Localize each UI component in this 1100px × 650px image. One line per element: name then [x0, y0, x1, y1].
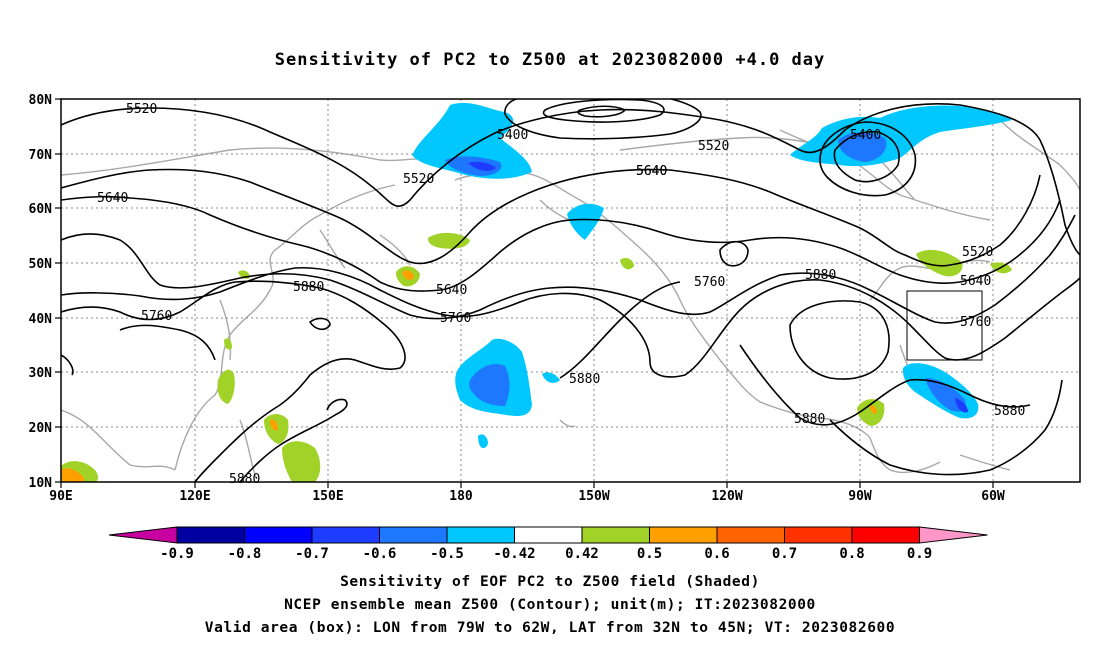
contour-label: 5640 — [636, 164, 667, 179]
colorbar-label: 0.42 — [565, 546, 599, 562]
contour-label: 5640 — [636, 164, 667, 179]
colorbar-label: 0.8 — [839, 546, 864, 562]
colorbar-label: -0.6 — [363, 546, 397, 562]
lon-label: 90W — [848, 489, 872, 504]
shade-arctic-pacific-deep — [468, 161, 496, 171]
contour-label: 5880 — [994, 404, 1025, 419]
contour-label: 5640 — [97, 191, 128, 206]
valid-area-box — [906, 290, 983, 361]
contour-labels: 5520 5400 5520 5640 5520 5400 5520 5640 … — [97, 102, 1025, 487]
lon-label: 120W — [711, 489, 742, 504]
lon-label: 120E — [179, 489, 210, 504]
contour-label: 5880 — [229, 472, 260, 487]
colorbar-label: -0.5 — [430, 546, 464, 562]
shade-asia-green-1 — [217, 369, 235, 404]
colorbar-label: -0.7 — [295, 546, 329, 562]
contour-label: 5640 — [436, 283, 467, 298]
lon-label: 180 — [449, 489, 473, 504]
lat-label: 30N — [29, 366, 53, 381]
lat-label: 10N — [29, 476, 53, 491]
lat-label: 60N — [29, 202, 53, 217]
lon-label: 150W — [578, 489, 609, 504]
shade-alaska — [567, 203, 604, 240]
colorbar-swatch — [379, 526, 448, 544]
contour-label: 5760 — [694, 275, 725, 290]
colorbar-label: 0.6 — [704, 546, 729, 562]
caption-line-3: Valid area (box): LON from 79W to 62W, L… — [204, 620, 896, 636]
shade-gulf-atlantic-deep — [955, 398, 968, 413]
contour-label: 5520 — [126, 102, 157, 117]
lat-label: 50N — [29, 257, 53, 272]
contour-label: 5520 — [698, 139, 729, 154]
colorbar-swatch — [176, 526, 245, 544]
lon-label: 60W — [981, 489, 1005, 504]
colorbar-label: 0.7 — [772, 546, 797, 562]
colorbar: -0.9 -0.8 -0.7 -0.6 -0.5 -0.42 0.42 0.5 0.6 0.7 0.… — [108, 526, 988, 562]
latitude-labels: 80N 70N 60N 50N 40N 30N 20N 10N — [29, 93, 53, 491]
colorbar-label: 0.9 — [907, 546, 932, 562]
lat-label: 20N — [29, 421, 53, 436]
caption-line-2: NCEP ensemble mean Z500 (Contour); unit(… — [284, 597, 816, 613]
colorbar-swatch — [514, 526, 583, 544]
contour-label: 5640 — [960, 274, 991, 289]
contour-label: 5400 — [497, 128, 528, 143]
colorbar-swatch — [784, 526, 853, 544]
colorbar-swatch — [716, 526, 785, 544]
shade-gulf-green — [857, 399, 885, 426]
colorbar-label: -0.9 — [160, 546, 194, 562]
shade-labrador-green — [916, 249, 963, 277]
contour-label: 5760 — [960, 315, 991, 330]
shade-central-pacific-speck — [478, 434, 488, 449]
colorbar-label: 0.5 — [637, 546, 662, 562]
lon-label: 90E — [49, 489, 72, 504]
shade-central-pacific-core — [469, 363, 510, 406]
shade-asia-orange — [270, 419, 278, 431]
shade-central-pacific-dot — [542, 372, 560, 383]
colorbar-swatch — [851, 526, 920, 544]
contour-label: 5760 — [440, 311, 471, 326]
colorbar-left-arrow — [108, 526, 178, 544]
shade-gulf-atlantic-core — [925, 378, 966, 412]
contour-label: 5880 — [569, 372, 600, 387]
contour-label: 5880 — [794, 412, 825, 427]
colorbar-right-arrow — [919, 526, 988, 544]
lon-label: 150E — [312, 489, 343, 504]
colorbar-label: -0.8 — [228, 546, 262, 562]
caption-line-1: Sensitivity of EOF PC2 to Z500 field (Sh… — [340, 574, 760, 590]
colorbar-swatch — [311, 526, 380, 544]
colorbar-swatch — [581, 526, 650, 544]
lat-label: 80N — [29, 93, 53, 108]
colorbar-swatch — [244, 526, 313, 544]
shade-arctic-atlantic — [790, 105, 1012, 167]
shade-arctic-pacific — [412, 102, 532, 179]
colorbar-label: -0.42 — [493, 546, 535, 562]
shade-gulf-orange — [870, 405, 877, 414]
lat-label: 40N — [29, 312, 53, 327]
plot-frame — [60, 98, 1081, 483]
colorbar-swatch — [446, 526, 515, 544]
shade-pacific-green — [282, 441, 321, 482]
shade-india-orange — [61, 468, 84, 482]
z500-contours — [61, 99, 1080, 482]
lat-label: 70N — [29, 148, 53, 163]
shade-pacnw-green — [620, 257, 634, 270]
shade-arctic-atlantic-core — [838, 132, 887, 162]
longitude-labels: 90E 120E 150E 180 150W 120W 90W 60W — [49, 489, 1005, 504]
shade-dateline-orange — [402, 270, 414, 280]
contour-label: 5880 — [293, 280, 324, 295]
contour-label: 5520 — [962, 245, 993, 260]
contour-label: 5520 — [403, 172, 434, 187]
contour-label: 5880 — [805, 268, 836, 283]
map-title: Sensitivity of PC2 to Z500 at 2023082000… — [274, 50, 826, 70]
tick-marks — [55, 98, 994, 488]
shade-bering-green — [428, 232, 470, 249]
contour-label: 5760 — [141, 309, 172, 324]
shade-korea-green — [224, 338, 232, 350]
shaded-sensitivity — [61, 102, 1012, 482]
contour-label: 5400 — [850, 128, 881, 143]
colorbar-swatch — [649, 526, 718, 544]
